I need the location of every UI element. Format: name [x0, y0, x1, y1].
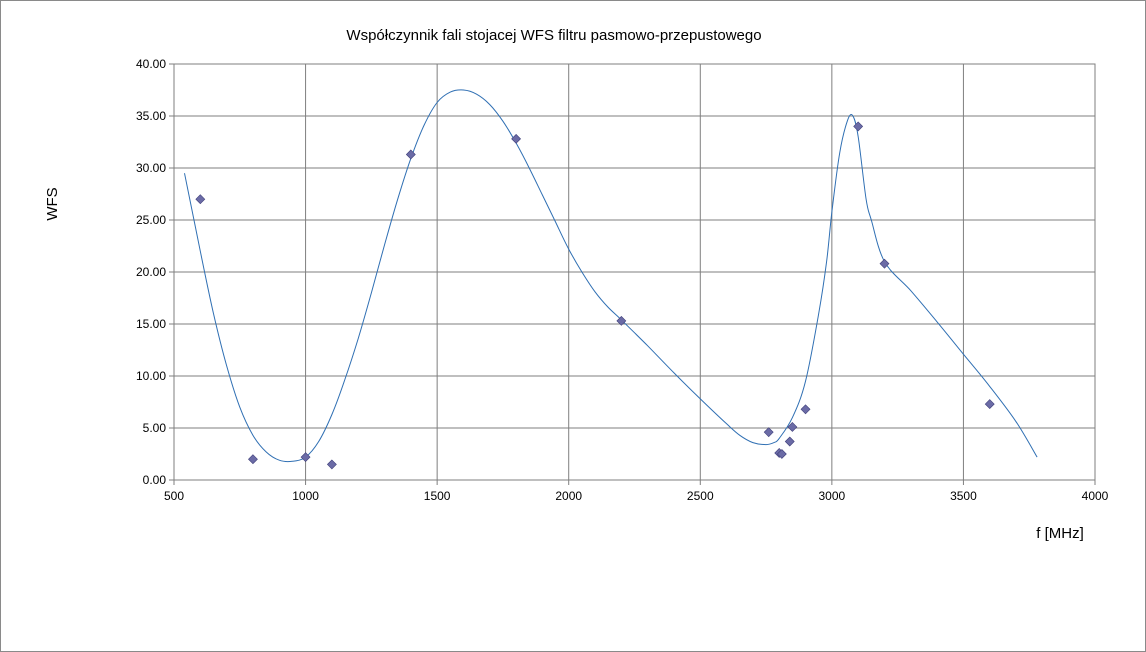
- data-point-marker: [300, 452, 311, 463]
- x-tick-label: 4000: [1082, 489, 1109, 503]
- data-point-marker: [248, 454, 258, 465]
- x-tick-label: 2000: [555, 489, 582, 503]
- plot-area: 500 1000 1500 2000 2500 3000 3500 4000 0.00 5.00 1…: [136, 57, 1109, 503]
- data-point-marker: [326, 459, 337, 470]
- y-tick-label: 15.00: [136, 317, 166, 331]
- y-tick-label: 40.00: [136, 57, 166, 71]
- data-point-marker: [787, 422, 798, 432]
- data-point-marker: [763, 427, 774, 438]
- y-tick-label: 0.00: [143, 473, 167, 487]
- y-tick-label: 35.00: [136, 109, 166, 123]
- y-tick-label: 5.00: [143, 421, 167, 435]
- x-tick-label: 3000: [819, 489, 846, 503]
- chart-title: Współczynnik fali stojacej WFS filtru pa…: [346, 27, 761, 44]
- y-tick-label: 10.00: [136, 369, 166, 383]
- data-point-marker: [405, 149, 416, 160]
- x-tick-label: 2500: [687, 489, 714, 503]
- y-tick-label: 25.00: [136, 213, 166, 227]
- data-point-marker: [776, 449, 787, 459]
- trendline-curve: [184, 89, 1038, 463]
- x-tick-label: 3500: [950, 489, 977, 503]
- data-point-marker: [511, 133, 522, 144]
- y-tick-label: 20.00: [136, 265, 166, 279]
- data-point-marker: [853, 121, 864, 132]
- y-tick-label: 30.00: [136, 161, 166, 175]
- y-axis-label: WFS: [44, 187, 61, 220]
- data-point-marker: [800, 404, 811, 415]
- data-point-marker: [984, 399, 995, 410]
- x-tick-label: 1000: [292, 489, 319, 503]
- data-point-marker: [616, 315, 627, 326]
- data-point-marker: [784, 436, 795, 447]
- x-tick-label: 500: [164, 489, 184, 503]
- x-tick-label: 1500: [424, 489, 451, 503]
- data-point-marker: [879, 258, 890, 269]
- x-axis-label: f [MHz]: [1036, 525, 1084, 542]
- data-point-marker: [195, 194, 206, 205]
